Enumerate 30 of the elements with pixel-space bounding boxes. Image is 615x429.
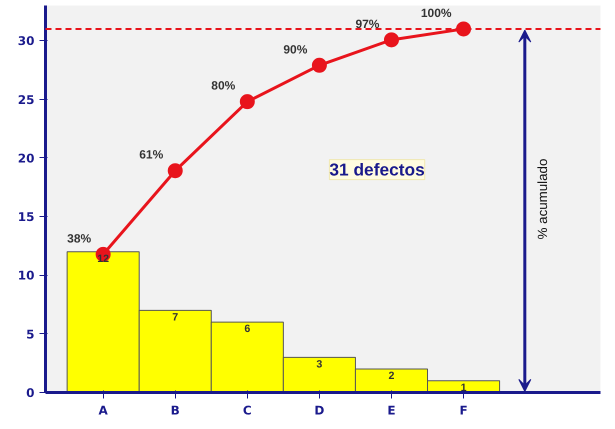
data-label: 90% [283, 42, 308, 56]
y-tick-label: 20 [18, 151, 35, 166]
data-label: 2 [388, 370, 395, 382]
y-tick-label: 10 [18, 268, 35, 283]
x-tick-label: B [170, 404, 180, 418]
data-label: 100% [420, 6, 452, 20]
x-tick-label: F [459, 404, 468, 418]
y-tick-label: 25 [18, 92, 35, 107]
data-label: 97% [355, 16, 380, 31]
x-tick-label: C [242, 404, 252, 418]
data-label: 3 [316, 358, 322, 370]
data-label: 6 [244, 323, 250, 336]
data-label: 7 [172, 311, 178, 324]
point [384, 32, 399, 48]
text: % acumulado [535, 158, 550, 240]
y-tick-label: 30 [18, 34, 35, 48]
data-label: 38% [67, 231, 92, 246]
y-tick-label: 15 [18, 210, 35, 224]
data-label: 61% [139, 148, 164, 162]
x-tick-label: A [98, 404, 109, 418]
point [240, 94, 255, 110]
data-label: 80% [211, 78, 236, 93]
annotation: 31 defectos [329, 160, 425, 180]
y-tick-label: 0 [26, 386, 35, 400]
x-tick-label: D [314, 404, 324, 418]
data-label: 1 [460, 382, 467, 394]
x-tick-label: E [387, 404, 396, 418]
y-tick-label: 5 [26, 327, 35, 342]
point [312, 58, 327, 73]
point [168, 163, 183, 178]
